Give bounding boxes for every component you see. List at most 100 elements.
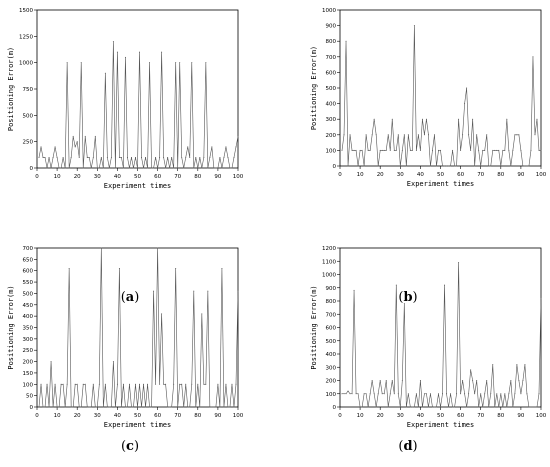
data-point-b (341, 149, 343, 151)
y-tick-label-c: 0 (30, 405, 34, 411)
data-point-c (124, 406, 126, 408)
data-point-b (397, 134, 399, 136)
y-tick-label-d: 400 (326, 352, 337, 358)
data-point-c (193, 290, 195, 292)
data-point-d (361, 406, 363, 408)
x-tick-label-d: 90 (517, 413, 524, 419)
data-point-d (508, 393, 510, 395)
data-point-d (538, 393, 540, 395)
data-point-b (464, 103, 466, 105)
data-point-b (375, 134, 377, 136)
data-point-b (359, 149, 361, 151)
data-point-b (486, 134, 488, 136)
x-tick-label-b: 90 (517, 172, 524, 178)
data-point-d (405, 406, 407, 408)
data-point-c (237, 290, 239, 292)
data-point-a (104, 72, 106, 74)
data-point-b (429, 165, 431, 167)
x-tick-label-c: 0 (35, 413, 39, 419)
x-tick-label-d: 60 (457, 413, 464, 419)
data-point-c (163, 383, 165, 385)
data-point-d (518, 380, 520, 381)
data-point-c (84, 383, 86, 385)
data-point-b (478, 149, 480, 151)
data-point-b (423, 134, 425, 136)
data-point-a (114, 167, 116, 169)
data-point-b (502, 149, 504, 151)
data-point-c (191, 383, 193, 385)
data-point-b (484, 149, 486, 151)
data-point-a (70, 156, 72, 158)
data-point-a (185, 156, 187, 158)
data-point-a (235, 146, 237, 148)
data-point-d (488, 406, 490, 408)
data-point-d (502, 406, 504, 408)
x-axis-label-a: Experiment times (104, 182, 171, 190)
data-point-a (50, 167, 52, 169)
data-point-c (179, 383, 181, 385)
data-point-d (345, 393, 347, 395)
data-point-b (510, 165, 512, 167)
data-point-b (466, 87, 468, 89)
data-point-b (407, 134, 409, 136)
data-point-d (397, 393, 399, 395)
data-point-b (413, 25, 415, 27)
data-point-d (466, 406, 468, 408)
data-point-d (478, 406, 480, 408)
data-point-d (504, 393, 506, 395)
data-point-c (147, 383, 149, 385)
data-point-a (78, 156, 80, 158)
data-point-b (383, 149, 385, 151)
data-point-c (141, 406, 143, 408)
data-point-b (538, 149, 540, 151)
data-point-d (452, 406, 454, 408)
data-point-c (102, 406, 104, 408)
data-point-b (500, 165, 502, 167)
data-point-d (407, 393, 409, 395)
data-point-d (421, 406, 423, 408)
data-point-c (60, 383, 62, 385)
data-point-d (500, 393, 502, 395)
data-point-d (377, 393, 379, 395)
data-point-c (231, 383, 233, 385)
data-point-b (393, 149, 395, 151)
data-point-c (165, 383, 167, 385)
data-point-b (474, 165, 476, 167)
x-tick-label-d: 100 (536, 413, 547, 419)
data-point-c (74, 383, 76, 385)
data-point-c (139, 383, 141, 385)
data-point-d (468, 393, 470, 395)
y-tick-label-a: 1500 (19, 8, 33, 14)
data-point-a (88, 156, 90, 158)
x-tick-label-a: 80 (194, 174, 201, 180)
data-point-b (365, 134, 367, 136)
chart-c: 0 10 20 30 40 50 60 70 80 90 100 0 50 100 150 200 250 300… (7, 246, 244, 429)
chart-d: 0 10 20 30 40 50 60 70 80 90 100010020030040050060… (310, 246, 547, 429)
x-tick-label-a: 50 (134, 174, 141, 180)
data-point-c (157, 247, 159, 249)
data-point-c (82, 383, 84, 385)
data-point-c (219, 406, 221, 408)
data-point-b (462, 134, 464, 136)
data-point-a (56, 156, 58, 158)
data-point-c (221, 267, 223, 269)
data-point-b (381, 149, 383, 151)
data-point-a (237, 135, 239, 137)
data-point-b (355, 149, 357, 151)
data-point-d (425, 393, 427, 395)
data-point-a (110, 156, 112, 158)
data-point-c (72, 406, 74, 408)
y-axis-label-c: Positioning Error(m) (7, 285, 15, 369)
data-point-a (223, 156, 225, 158)
data-point-d (427, 406, 429, 408)
data-point-d (395, 284, 397, 286)
data-point-a (64, 167, 66, 169)
data-point-c (38, 406, 40, 408)
data-point-b (401, 149, 403, 151)
y-tick-label-c: 650 (23, 257, 34, 263)
data-point-a (211, 146, 213, 148)
data-point-b (518, 134, 520, 136)
y-tick-label-d: 800 (326, 299, 337, 305)
data-point-a (161, 51, 163, 53)
